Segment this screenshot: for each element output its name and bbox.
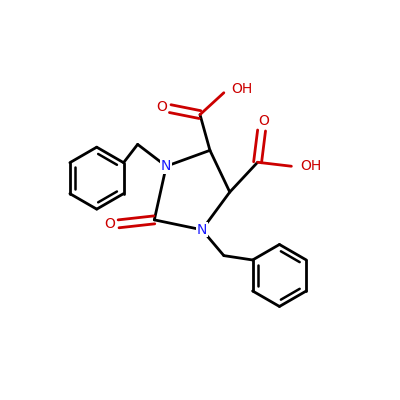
Text: O: O bbox=[156, 100, 167, 114]
Text: N: N bbox=[197, 223, 207, 237]
Text: OH: OH bbox=[300, 159, 322, 173]
Text: O: O bbox=[258, 114, 269, 128]
Text: OH: OH bbox=[231, 82, 252, 96]
Text: O: O bbox=[104, 217, 115, 231]
Text: N: N bbox=[161, 159, 172, 173]
